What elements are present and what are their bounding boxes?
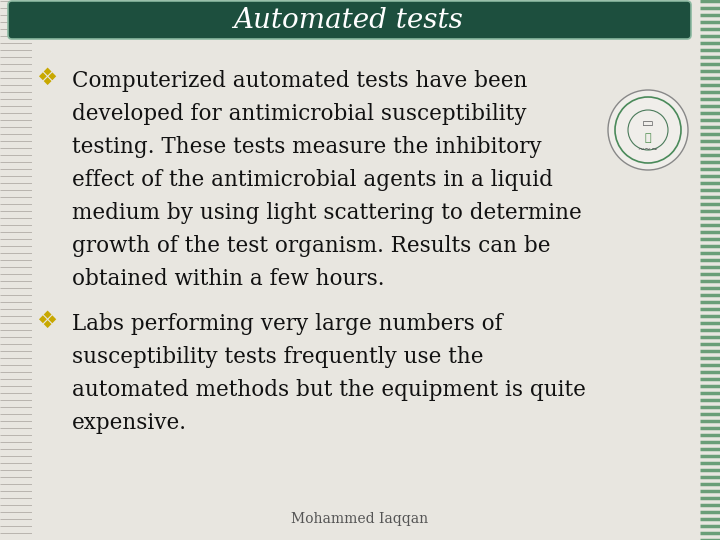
Text: 🌿: 🌿 (644, 133, 652, 143)
Text: Automated tests: Automated tests (233, 6, 463, 33)
Text: developed for antimicrobial susceptibility: developed for antimicrobial susceptibili… (72, 103, 526, 125)
Text: expensive.: expensive. (72, 412, 187, 434)
Text: ❖: ❖ (36, 66, 57, 90)
Text: ❖: ❖ (36, 309, 57, 333)
Text: medium by using light scattering to determine: medium by using light scattering to dete… (72, 202, 582, 224)
Text: growth of the test organism. Results can be: growth of the test organism. Results can… (72, 235, 551, 257)
Text: automated methods but the equipment is quite: automated methods but the equipment is q… (72, 379, 586, 401)
Text: obtained within a few hours.: obtained within a few hours. (72, 268, 384, 290)
FancyBboxPatch shape (8, 1, 691, 39)
Text: testing. These tests measure the inhibitory: testing. These tests measure the inhibit… (72, 136, 541, 158)
Text: Computerized automated tests have been: Computerized automated tests have been (72, 70, 527, 92)
Text: Labs performing very large numbers of: Labs performing very large numbers of (72, 313, 503, 335)
Text: ▭: ▭ (642, 118, 654, 131)
FancyBboxPatch shape (32, 40, 697, 535)
Text: Mohammed Iaqqan: Mohammed Iaqqan (292, 512, 428, 526)
Circle shape (608, 90, 688, 170)
Text: ~~~: ~~~ (637, 145, 659, 154)
Text: effect of the antimicrobial agents in a liquid: effect of the antimicrobial agents in a … (72, 169, 553, 191)
Text: susceptibility tests frequently use the: susceptibility tests frequently use the (72, 346, 484, 368)
